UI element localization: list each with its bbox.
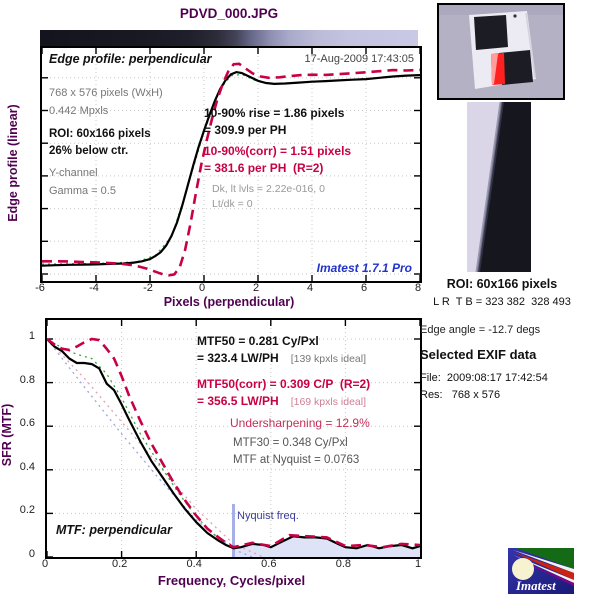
tick-label: 4 bbox=[306, 282, 314, 294]
edge-x-axis-label: Pixels (perpendicular) bbox=[163, 295, 295, 309]
mtf50-lwph: = 323.4 LW/PH bbox=[197, 351, 279, 365]
mtf-y-tick-labels: 0 0.2 0.4 0.6 0.8 1 bbox=[0, 318, 41, 560]
rise-value-line2: = 309.9 per PH bbox=[204, 123, 287, 137]
curve-MTF-corrected bbox=[47, 337, 420, 549]
tick-label: -4 bbox=[89, 282, 99, 294]
nyquist-label: Nyquist freq. bbox=[237, 510, 299, 522]
edge-angle-line: Edge angle = -12.7 degs bbox=[420, 324, 541, 336]
tick-label: 1 bbox=[414, 558, 422, 570]
mtf30-line: MTF30 = 0.348 Cy/Pxl bbox=[233, 437, 348, 449]
tick-label: 0.4 bbox=[19, 460, 35, 473]
curve-ideal-pink-dotted bbox=[47, 338, 264, 557]
edge-crop-thumbnail bbox=[467, 102, 531, 272]
imatest-logo: Imatest bbox=[508, 548, 574, 594]
mtf-corner-label: MTF: perpendicular bbox=[56, 523, 172, 537]
levels-line2: Lt/dk = 0 bbox=[212, 198, 253, 210]
edge-profile-canvas bbox=[42, 48, 420, 281]
exif-file-line: File: 2009:08:17 17:42:54 bbox=[420, 372, 548, 384]
mtf-plot: MTF50 = 0.281 Cy/Pxl = 323.4 LW/PH [139 … bbox=[45, 318, 422, 559]
megapixels-line: 0.442 Mpxls bbox=[49, 105, 109, 117]
mtf50-corr-lwph: = 356.5 LW/PH bbox=[197, 394, 279, 408]
mtf-at-nyquist-line: MTF at Nyquist = 0.0763 bbox=[233, 454, 360, 466]
edge-y-axis-label: Edge profile (linear) bbox=[6, 104, 20, 222]
tick-label: 0 bbox=[28, 548, 35, 560]
tick-label: 1 bbox=[28, 330, 35, 342]
tick-label: 0 bbox=[41, 558, 49, 570]
mtf50-corr-line2: = 356.5 LW/PH [169 kpxls ideal] bbox=[197, 394, 366, 408]
tick-label: 8 bbox=[414, 282, 422, 294]
tick-label: 0 bbox=[198, 282, 206, 294]
sidebar-roi-coords: L R T B = 323 382 328 493 bbox=[433, 296, 571, 308]
tick-label: 0.6 bbox=[261, 558, 277, 570]
mtf-canvas bbox=[47, 320, 420, 557]
test-chart-thumbnail bbox=[437, 3, 565, 100]
edge-x-tick-labels: -6 -4 -2 0 2 4 6 8 bbox=[35, 282, 422, 296]
mtf50-corr-ideal-note: [169 kpxls ideal] bbox=[290, 396, 366, 408]
channel-line: Y-channel bbox=[49, 167, 98, 179]
curve-MTF bbox=[47, 338, 420, 550]
roi-position-line: 26% below ctr. bbox=[49, 145, 129, 157]
tick-label: 0.8 bbox=[19, 373, 35, 386]
mtf50-ideal-note: [139 kpxls ideal] bbox=[290, 353, 366, 365]
tick-label: 0.6 bbox=[19, 417, 35, 430]
tick-label: 0.2 bbox=[111, 558, 128, 570]
mtf50-corr-line1: MTF50(corr) = 0.309 C/P (R=2) bbox=[197, 377, 371, 391]
beyond-nyquist-shading bbox=[233, 536, 420, 557]
tick-label: 0.2 bbox=[19, 504, 35, 517]
tick-label: -2 bbox=[143, 282, 153, 294]
mtf-x-axis-label: Frequency, Cycles/pixel bbox=[157, 573, 306, 588]
exif-title: Selected EXIF data bbox=[420, 347, 537, 362]
mtf50-line1: MTF50 = 0.281 Cy/Pxl bbox=[197, 334, 319, 348]
tick-label: 0.4 bbox=[186, 558, 202, 570]
imatest-logo-text: Imatest bbox=[515, 578, 556, 593]
tick-label: 6 bbox=[360, 282, 368, 294]
sidebar-roi-title: ROI: 60x166 pixels bbox=[446, 277, 558, 291]
curve-standardized-green-dotted bbox=[47, 338, 234, 547]
gamma-line: Gamma = 0.5 bbox=[49, 185, 116, 197]
tick-label: 2 bbox=[252, 282, 260, 294]
rise-corrected-line1: 10-90%(corr) = 1.51 pixels bbox=[204, 144, 352, 158]
edge-plot-heading: Edge profile: perpendicular bbox=[49, 52, 212, 66]
image-size-line: 768 x 576 pixels (WxH) bbox=[49, 87, 163, 99]
mtf-x-tick-labels: 0 0.2 0.4 0.6 0.8 1 bbox=[41, 558, 422, 572]
rise-value-line1: 10-90% rise = 1.86 pixels bbox=[204, 106, 345, 120]
rise-corrected-line2: = 381.6 per PH (R=2) bbox=[204, 161, 324, 175]
curve-edge-profile bbox=[42, 70, 420, 267]
roi-size-line: ROI: 60x166 pixels bbox=[49, 128, 151, 140]
curve-edge-profile-corrected bbox=[42, 62, 420, 277]
edge-profile-plot: Edge profile: perpendicular 17-Aug-2009 … bbox=[40, 46, 422, 283]
timestamp: 17-Aug-2009 17:43:05 bbox=[304, 53, 414, 65]
levels-line1: Dk, lt lvls = 2.22e-016, 0 bbox=[212, 183, 325, 195]
page-title: PDVD_000.JPG bbox=[179, 6, 279, 21]
tick-label: 0.8 bbox=[335, 558, 352, 570]
exif-res-line: Res: 768 x 576 bbox=[420, 389, 501, 401]
undersharpening-line: Undersharpening = 12.9% bbox=[230, 416, 370, 430]
mtf50-line2: = 323.4 LW/PH [139 kpxls ideal] bbox=[197, 351, 366, 365]
tick-label: -6 bbox=[35, 282, 45, 294]
imatest-version-watermark: Imatest 1.7.1 Pro bbox=[316, 261, 412, 275]
edge-density-gradient-bar bbox=[40, 30, 418, 46]
